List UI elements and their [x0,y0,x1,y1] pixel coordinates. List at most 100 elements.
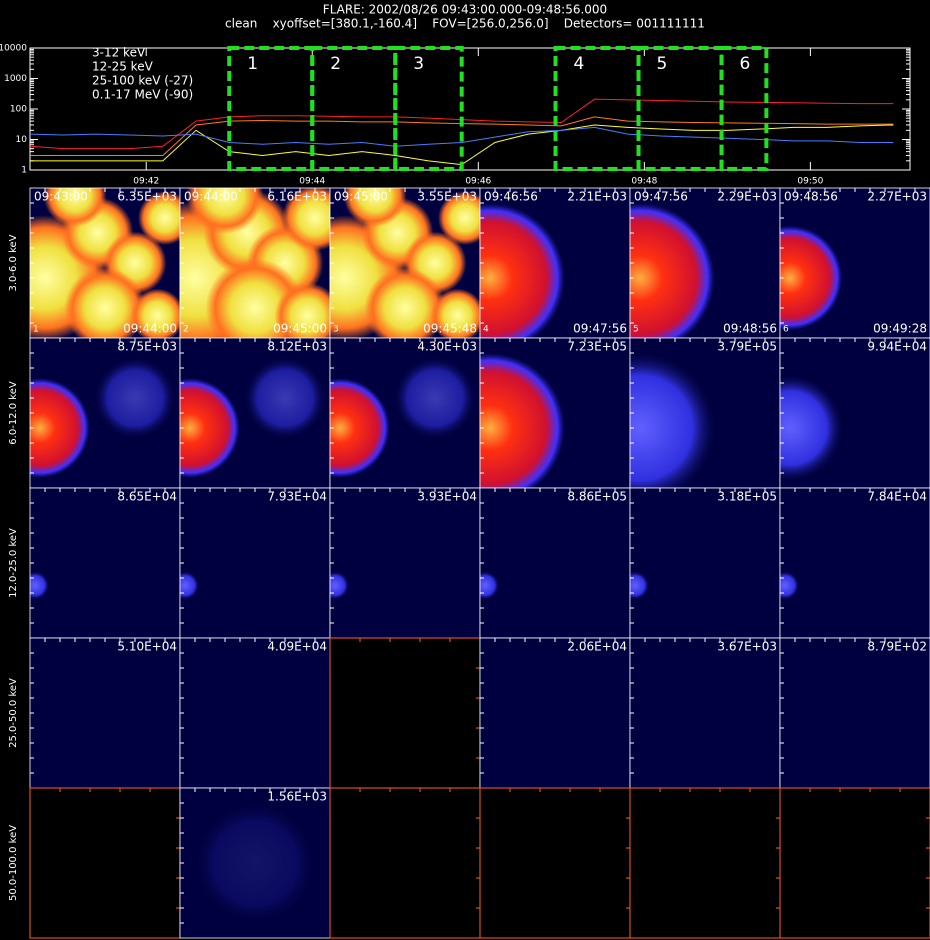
row-label: 50.0-100.0 keV [8,825,19,901]
y-tick-label: 100 [10,105,27,115]
plot-frame [29,47,911,171]
image-content [780,375,843,481]
row-label: 25.0-50.0 keV [8,678,19,748]
legend-entry: 0.1-17 MeV (-90) [92,88,193,102]
image-panel: 3.79E+05 [629,337,781,489]
panel-max: 2.27E+03 [867,190,927,204]
y-tick-label: 1000 [4,74,27,84]
panel-max: 3.67E+03 [717,640,777,654]
x-tick-label: 09:50 [797,177,823,187]
panel-start-time: 09:43:00 [34,190,88,204]
x-tick-label: 09:44 [299,177,325,187]
emission [330,378,390,478]
image-cell [630,488,780,638]
image-content [180,571,199,600]
image-content [480,203,565,338]
emission [395,358,475,438]
image-panel [779,787,930,939]
panel-max: 3.93E+04 [417,490,477,504]
image-content [630,203,715,338]
image-panel: 4.09E+04 [179,637,331,789]
interval-label: 5 [657,54,668,74]
image-panel: 1.56E+03 [179,787,331,939]
panel-max: 7.23E+05 [567,340,627,354]
title: FLARE: 2002/08/26 09:43:00.000-09:48:56.… [323,3,607,17]
image-panel: 2.29E+03 09:47:56 09:48:56 5 [629,187,781,339]
emission [630,203,715,338]
x-tick-label: 09:46 [465,177,491,187]
panel-end-time: 09:45:00 [273,322,327,336]
image-panel: 9.94E+04 [779,337,930,489]
image-panel [329,787,481,939]
x-tick-label: 09:48 [631,177,657,187]
emission [343,188,407,227]
image-content [630,571,649,600]
image-cell [180,488,330,638]
emission [180,571,199,600]
y-tick-label: 1 [21,166,27,176]
panel-index: 6 [783,325,789,335]
panel-max: 8.65E+04 [117,490,177,504]
panel-max: 2.21E+03 [567,190,627,204]
image-content [180,188,330,338]
image-content [480,353,565,488]
interval-box [636,46,724,171]
image-cell [780,488,930,638]
panel-max: 3.79E+05 [717,340,777,354]
emission [330,571,349,600]
emission [780,375,843,481]
panel-max: 8.12E+03 [267,340,327,354]
interval-box [719,46,769,171]
emission [780,225,843,331]
image-content [630,353,715,488]
image-panel [479,787,631,939]
interval-label: 1 [247,54,258,74]
emission [274,282,330,338]
emission [43,188,107,227]
empty-panel [779,787,930,939]
image-panel: 6.16E+03 09:44:00 09:45:00 2 [179,187,331,339]
image-cell [30,638,180,788]
emission [30,378,90,478]
legend-entry: 12-25 keV [92,60,154,74]
row-label: 12.0-25.0 keV [8,528,19,598]
image-panel: 8.86E+05 [479,487,631,639]
y-tick-label: 10000 [0,44,27,54]
image-content [30,358,175,478]
image-panel: 8.79E+02 [779,637,930,789]
empty-panel [629,787,781,939]
interval-box [310,46,398,171]
panel-max: 2.29E+03 [717,190,777,204]
image-cell [480,638,630,788]
image-cell [780,638,930,788]
panel-max: 9.94E+04 [867,340,927,354]
image-panel: 4.30E+03 [329,337,481,489]
emission [480,203,565,338]
empty-panel [479,787,631,939]
panel-max: 8.75E+03 [117,340,177,354]
image-panel: 3.18E+05 [629,487,781,639]
interval-box [227,46,315,171]
image-panel: 3.67E+03 [629,637,781,789]
emission [282,188,330,251]
panel-index: 2 [183,325,189,335]
panel-max: 4.09E+04 [267,640,327,654]
row-label: 3.0-6.0 keV [8,234,19,291]
image-content [30,188,180,338]
panel-max: 2.06E+04 [567,640,627,654]
panel-end-time: 09:49:28 [873,322,927,336]
emission [138,191,180,245]
emission [630,571,649,600]
emission [186,188,264,234]
panel-end-time: 09:45:48 [423,322,477,336]
image-content [480,571,499,600]
image-panel: 6.35E+03 09:43:00 09:44:00 1 [29,187,181,339]
panel-index: 4 [483,325,489,335]
empty-panel [329,787,481,939]
image-panel: 8.75E+03 [29,337,181,489]
image-panel: 2.06E+04 [479,637,631,789]
panel-max: 8.79E+02 [867,640,927,654]
image-panel: 7.93E+04 [179,487,331,639]
interval-label: 2 [330,54,341,74]
